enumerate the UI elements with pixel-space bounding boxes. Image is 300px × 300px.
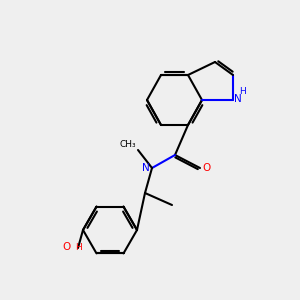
- Text: H: H: [239, 87, 246, 96]
- Text: O: O: [63, 242, 71, 252]
- Text: N: N: [142, 163, 150, 173]
- Text: O: O: [202, 163, 210, 173]
- Text: H: H: [75, 244, 82, 253]
- Text: CH₃: CH₃: [119, 140, 136, 149]
- Text: N: N: [234, 94, 242, 104]
